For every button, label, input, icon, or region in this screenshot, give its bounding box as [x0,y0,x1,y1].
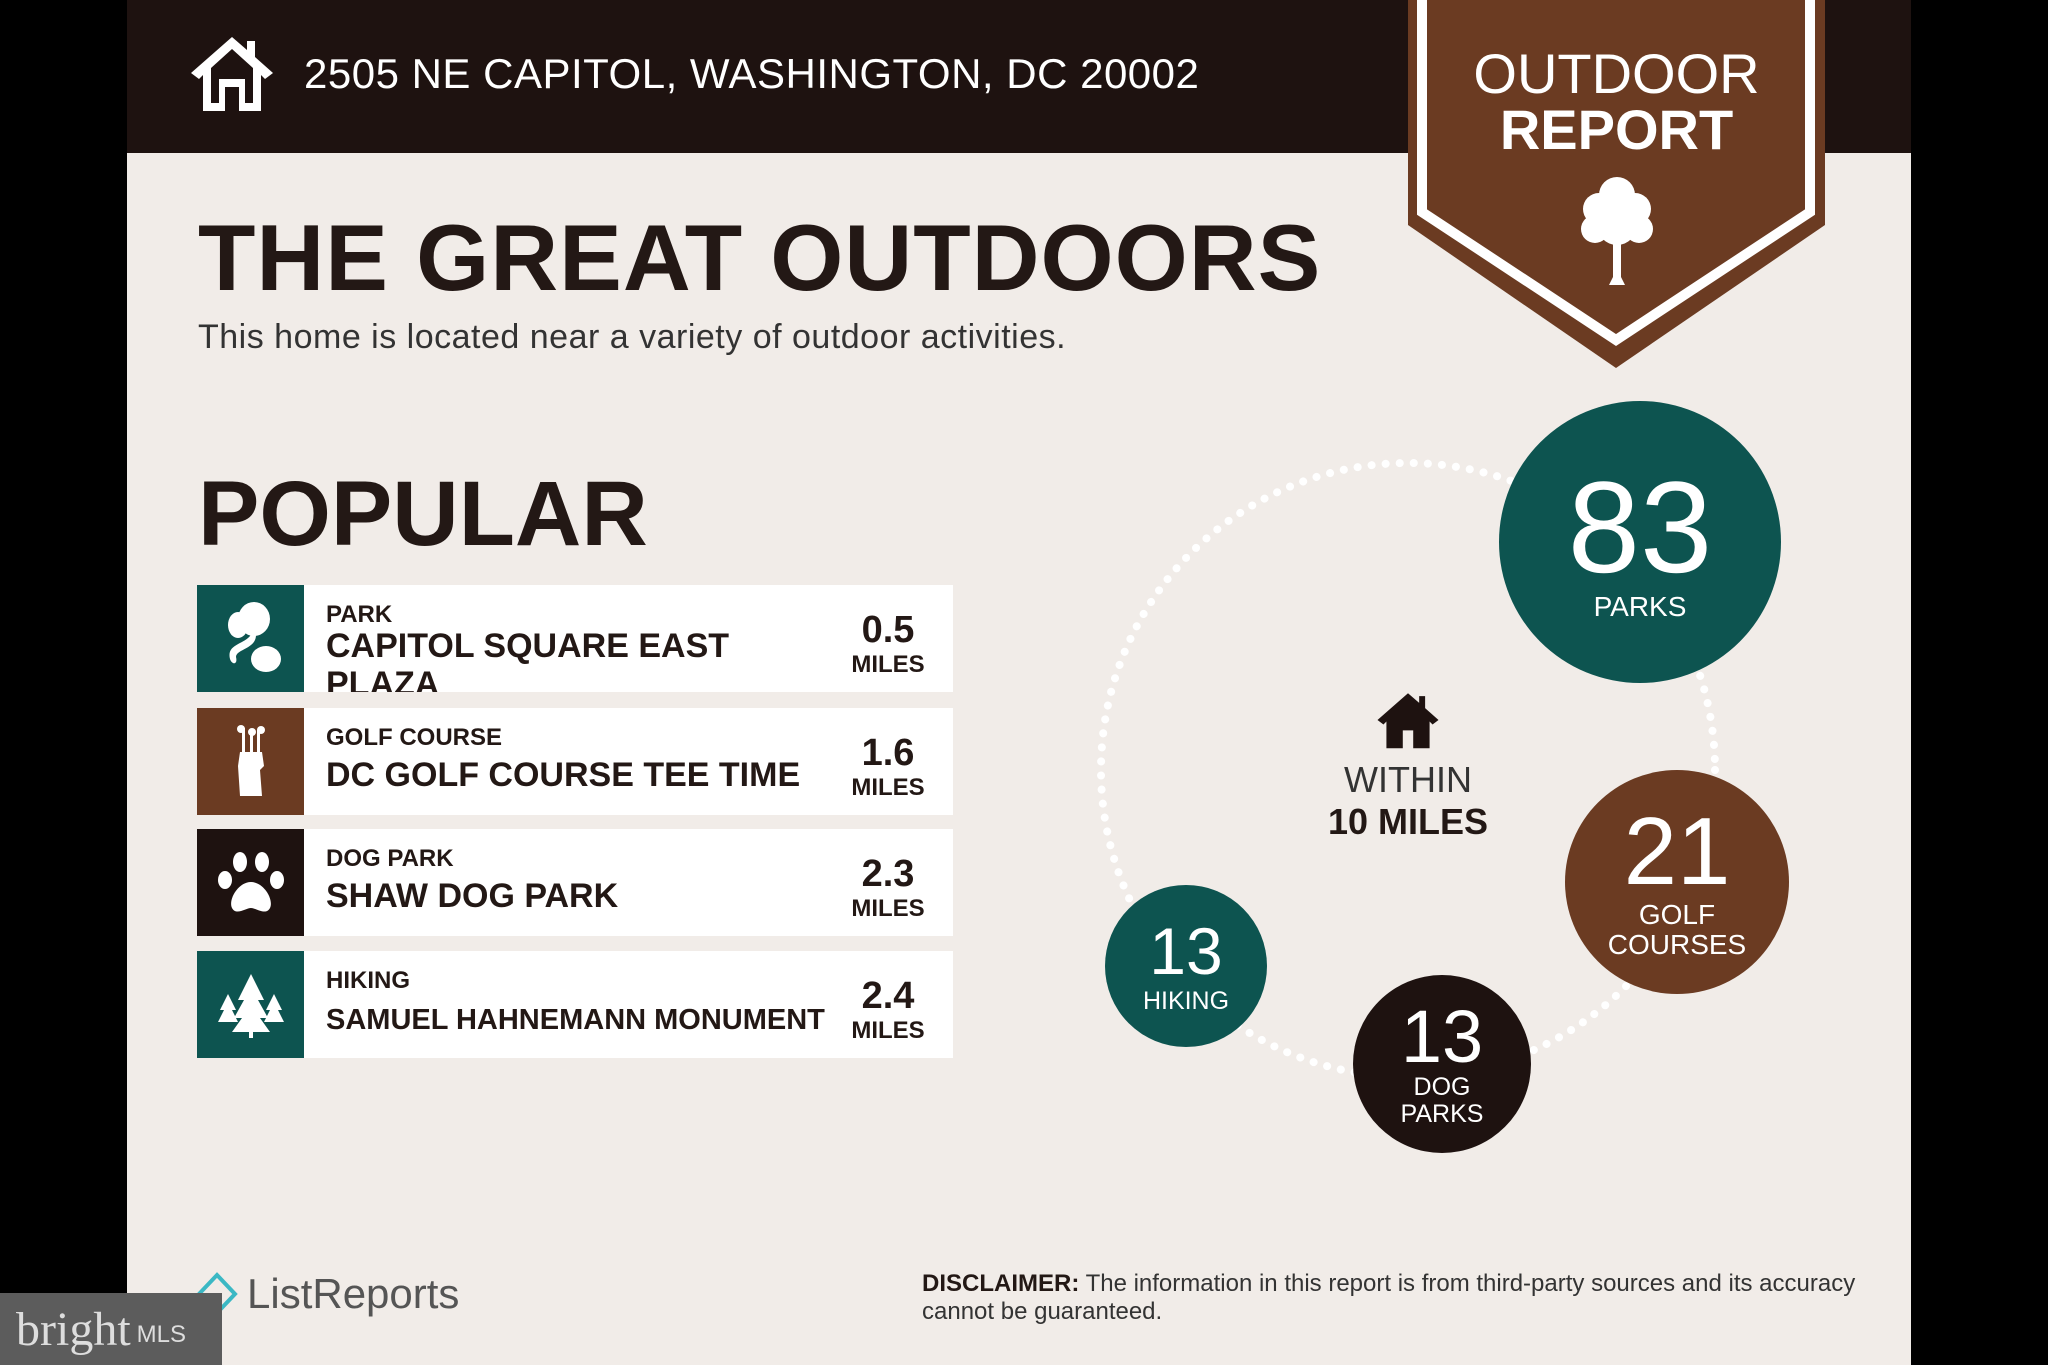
hiking-count: 13 [1149,914,1223,988]
watermark-suffix: MLS [136,1321,187,1348]
item-unit: MILES [851,651,925,678]
item-name: DC GOLF COURSE TEE TIME [326,756,801,794]
item-name: SAMUEL HAHNEMANN MONUMENT [326,1004,825,1036]
item-category: GOLF COURSE [326,724,503,751]
listreports-brand: ListReports [247,1270,460,1317]
dog-parks-count: 13 [1400,995,1484,1078]
parks-count-circle: 83 PARKS [1499,401,1781,683]
list-item[interactable]: DOG PARK SHAW DOG PARK 2.3 MILES [197,829,953,936]
disclaimer: DISCLAIMER: The information in this repo… [922,1270,1862,1326]
home-icon [191,37,273,111]
property-address: 2505 NE CAPITOL, WASHINGTON, DC 20002 [304,50,1200,97]
item-name: SHAW DOG PARK [326,877,619,915]
park-trees-icon [197,585,304,692]
golf-label: GOLF [1638,899,1716,930]
parks-label: PARKS [1593,591,1687,622]
list-item[interactable]: PARK CAPITOL SQUARE EAST PLAZA 0.5 MILES [197,585,953,692]
paw-icon [197,829,304,936]
item-distance: 2.3 [861,853,915,895]
golf-bag-icon [197,708,304,815]
listreports-logo: ListReports [195,1270,459,1318]
tree-icon [1581,177,1653,285]
golf-count-circle: 21 GOLF COURSES [1565,770,1789,994]
golf-count: 21 [1623,798,1731,905]
radius-text: 10 MILES [1327,801,1489,842]
page-subtitle: This home is located near a variety of o… [198,318,1067,356]
badge-line-2: REPORT [1499,98,1734,161]
disclaimer-label: DISCLAIMER: [922,1270,1080,1297]
popular-heading: POPULAR [198,463,648,565]
pine-trees-icon [197,951,304,1058]
item-distance: 1.6 [861,732,915,774]
page-title: THE GREAT OUTDOORS [198,205,1322,310]
hiking-count-circle: 13 HIKING [1105,885,1267,1047]
home-icon [1377,693,1439,749]
list-item[interactable]: HIKING SAMUEL HAHNEMANN MONUMENT 2.4 MIL… [197,951,953,1058]
watermark-brand: bright [16,1302,131,1356]
item-distance: 0.5 [861,609,915,651]
within-text: WITHIN [1344,759,1472,800]
item-unit: MILES [851,1017,925,1044]
dog-parks-label: DOG [1413,1073,1471,1101]
list-item[interactable]: GOLF COURSE DC GOLF COURSE TEE TIME 1.6 … [197,708,953,815]
badge-line-1: OUTDOOR [1473,42,1760,105]
hiking-label: HIKING [1142,987,1230,1015]
outdoor-report-page: 2505 NE CAPITOL, WASHINGTON, DC 20002 OU… [127,0,1911,1365]
within-radius-label: WITHIN 10 MILES [1298,690,1518,843]
disclaimer-text: The information in this report is from t… [922,1270,1856,1325]
item-name: CAPITOL SQUARE EAST PLAZA [326,627,730,692]
dog-parks-count-circle: 13 DOG PARKS [1353,975,1531,1153]
golf-label-2: COURSES [1607,929,1747,960]
item-unit: MILES [851,774,925,801]
item-category: DOG PARK [326,845,454,872]
item-distance: 2.4 [861,975,915,1017]
item-category: HIKING [326,967,410,994]
item-category: PARK [326,601,393,628]
badge-title: OUTDOOR REPORT [1408,46,1825,158]
bright-mls-watermark: bright MLS [0,1293,222,1365]
dog-parks-label-2: PARKS [1400,1100,1484,1128]
parks-count: 83 [1567,454,1713,600]
item-unit: MILES [851,895,925,922]
